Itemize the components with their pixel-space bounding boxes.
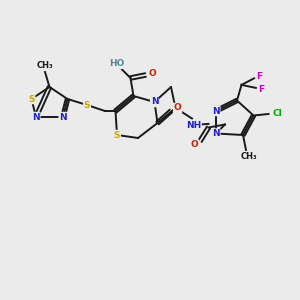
Text: N: N: [151, 98, 158, 106]
Text: S: S: [114, 130, 120, 140]
Text: CH₃: CH₃: [37, 61, 53, 70]
Text: HO: HO: [109, 59, 124, 68]
Text: CH₃: CH₃: [241, 152, 257, 161]
Text: N: N: [32, 112, 40, 122]
Text: O: O: [174, 103, 182, 112]
Text: Cl: Cl: [272, 110, 282, 118]
Text: O: O: [148, 69, 156, 78]
Text: N: N: [212, 129, 220, 138]
Text: F: F: [258, 85, 264, 94]
Text: S: S: [28, 94, 35, 103]
Text: N: N: [59, 112, 67, 122]
Text: S: S: [84, 100, 90, 109]
Text: NH: NH: [186, 121, 201, 130]
Text: O: O: [191, 140, 199, 149]
Text: F: F: [256, 72, 262, 81]
Text: N: N: [212, 106, 220, 116]
